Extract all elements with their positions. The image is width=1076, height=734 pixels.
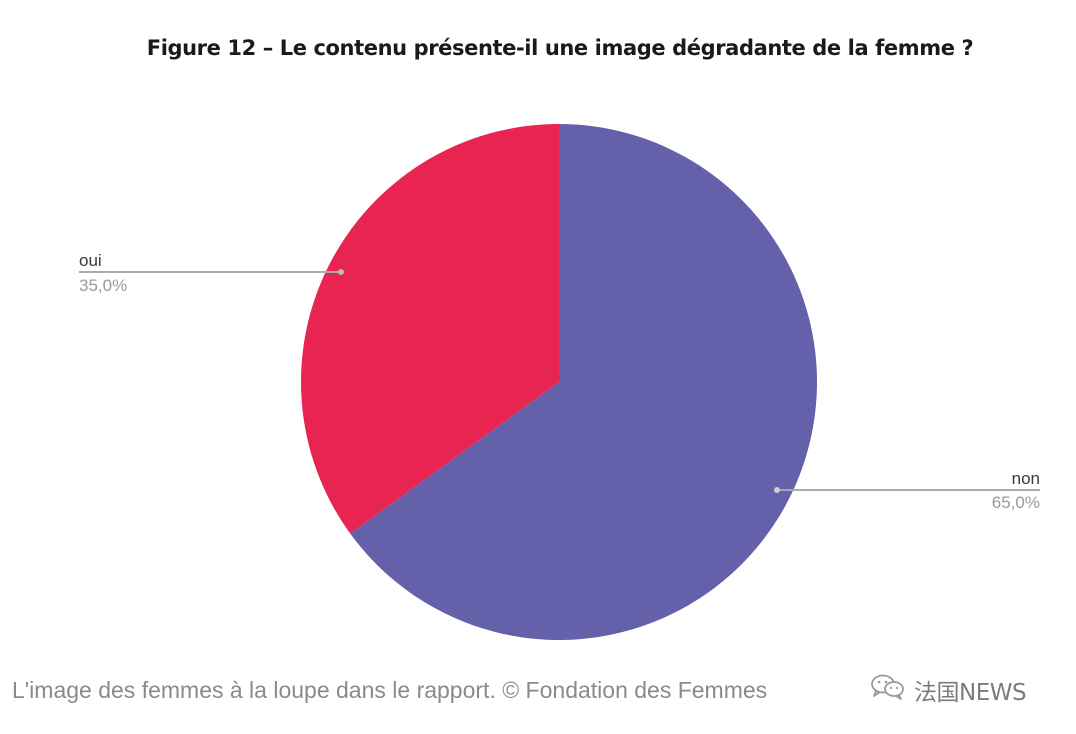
pie-slice-oui — [300, 124, 559, 534]
slice-label-oui: oui — [79, 251, 102, 270]
figure-caption: L'image des femmes à la loupe dans le ra… — [12, 677, 768, 703]
slice-percent-non: 65,0% — [992, 493, 1040, 512]
pie-slices — [300, 124, 817, 640]
slice-label-non: non — [1012, 469, 1040, 488]
pie-slice-non — [350, 124, 817, 640]
leader-dot-non — [774, 487, 780, 493]
pie-chart: oui 35,0% non 65,0% — [79, 124, 1040, 640]
wechat-icon — [868, 672, 908, 707]
pie-labels: oui 35,0% non 65,0% — [79, 251, 1040, 512]
watermark-text: 法国NEWS — [914, 679, 1027, 706]
chart-title: Figure 12 – Le contenu présente-il une i… — [146, 36, 974, 60]
slice-percent-oui: 35,0% — [79, 276, 127, 295]
leader-dot-oui — [338, 269, 344, 275]
watermark: 法国NEWS — [868, 672, 1027, 707]
